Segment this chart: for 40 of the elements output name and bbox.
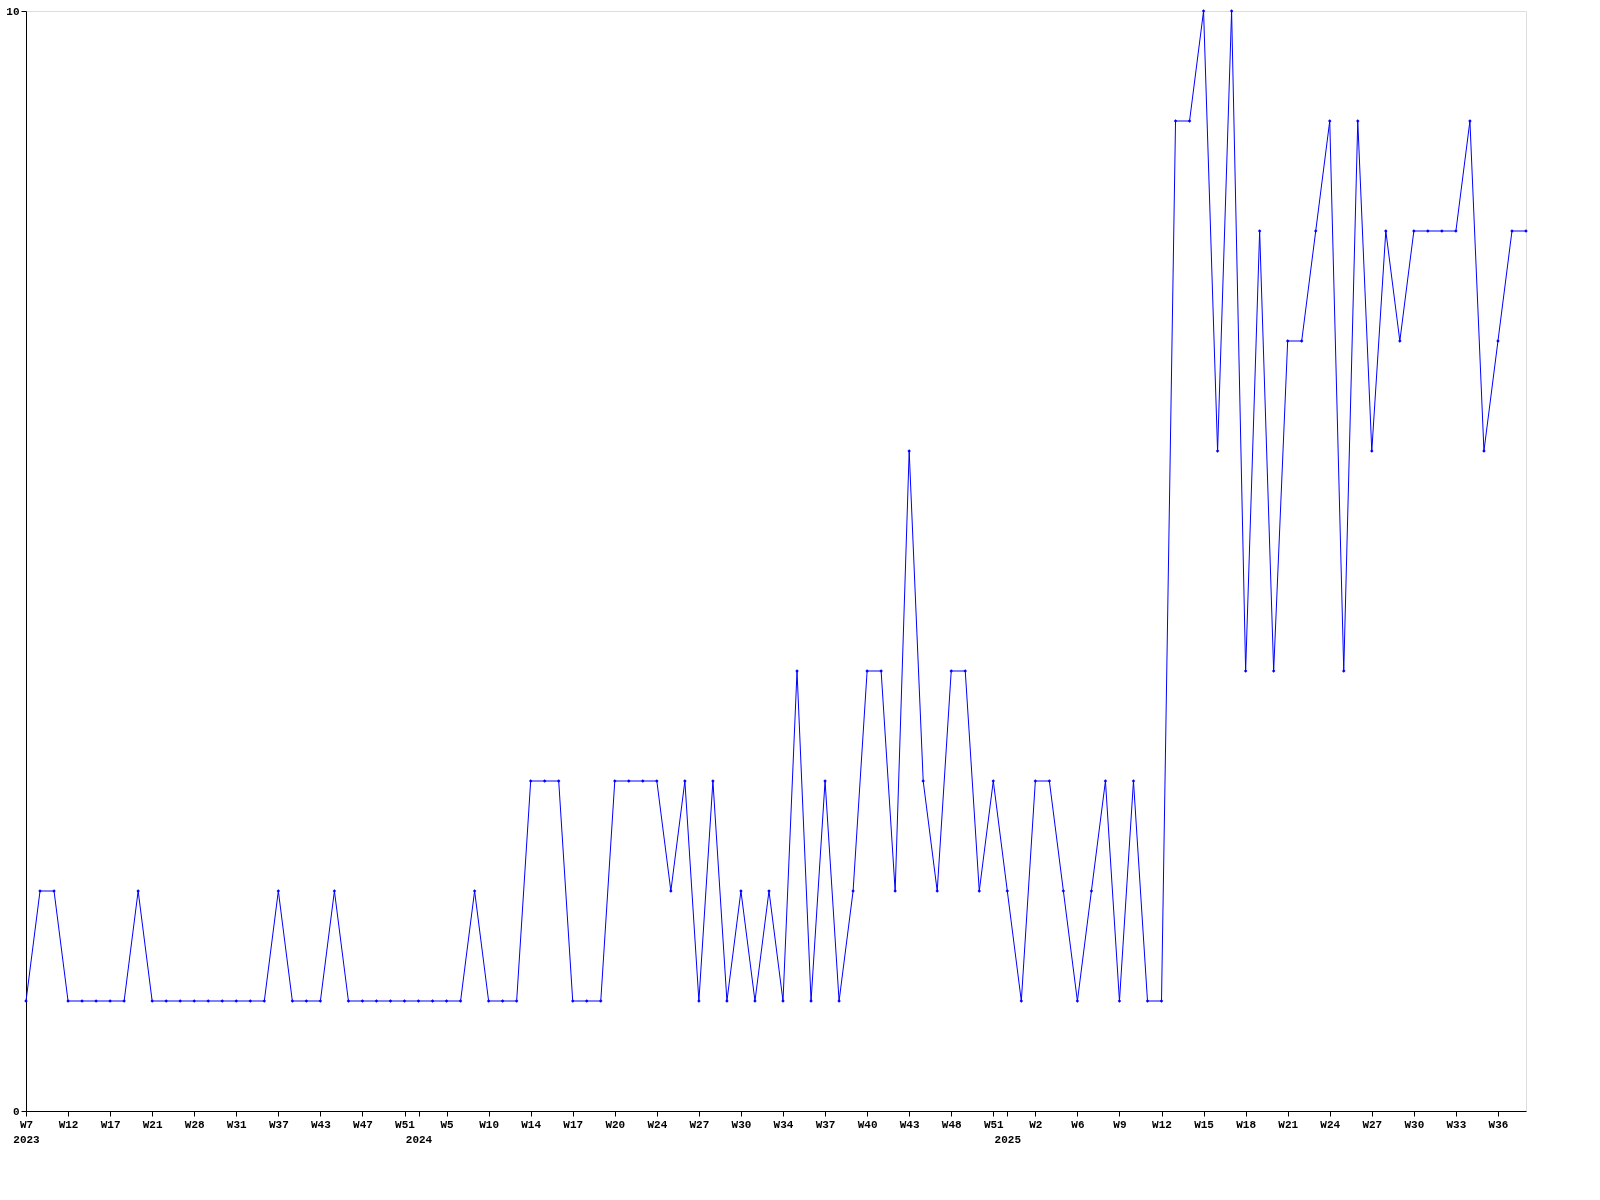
x-tick-label: W15 (1194, 1118, 1215, 1131)
x-tick-label: 2025 (994, 1133, 1022, 1146)
x-tick-label: W51 (983, 1118, 1005, 1131)
x-tick-label: W21 (142, 1118, 163, 1131)
x-tick-label: W37 (268, 1118, 289, 1131)
x-tick-label: W21 (1278, 1118, 1299, 1131)
x-tick-label: 2024 (405, 1133, 433, 1146)
x-tick-label: W7 2023 (13, 1118, 41, 1146)
x-tick-label: W37 (815, 1118, 836, 1131)
x-tick-label: W28 (184, 1118, 206, 1131)
x-tick-label: W33 (1446, 1118, 1467, 1131)
x-tick-label: W17 (563, 1118, 584, 1131)
x-tick-label: W51 (395, 1118, 416, 1131)
x-tick-label: W27 (1362, 1118, 1383, 1131)
x-tick-label: W43 (899, 1118, 920, 1131)
x-tick-label: W36 (1488, 1118, 1509, 1131)
y-tick-label: 0 (12, 1105, 20, 1118)
x-tick-label: W34 (773, 1118, 794, 1131)
x-tick-label: W27 (689, 1118, 710, 1131)
x-tick-label: W24 (647, 1118, 668, 1131)
x-tick-label: W17 (100, 1118, 121, 1131)
x-tick-label: W6 (1071, 1118, 1085, 1131)
x-tick-label: W40 (857, 1118, 878, 1131)
x-tick-label: W43 (310, 1118, 332, 1131)
x-tick-label: W48 (941, 1118, 963, 1131)
x-tick-label: W12 (1152, 1118, 1172, 1131)
x-tick-label: W30 (1404, 1118, 1425, 1131)
x-tick-label: W47 (353, 1118, 373, 1131)
x-tick-label: W12 (58, 1118, 79, 1131)
x-tick-label: W10 (479, 1118, 500, 1131)
x-tick-label: W31 (226, 1118, 248, 1131)
x-tick-label: W24 (1320, 1118, 1341, 1131)
y-tick-label: 10 (6, 5, 20, 18)
x-tick-label: W20 (605, 1118, 626, 1131)
x-tick-label: W9 (1113, 1118, 1127, 1131)
x-tick-label: W18 (1236, 1118, 1257, 1131)
x-tick-label: W14 (521, 1118, 542, 1131)
x-tick-label: W30 (731, 1118, 752, 1131)
x-tick-label: W5 (440, 1118, 455, 1131)
x-tick-label: W2 (1029, 1118, 1043, 1131)
